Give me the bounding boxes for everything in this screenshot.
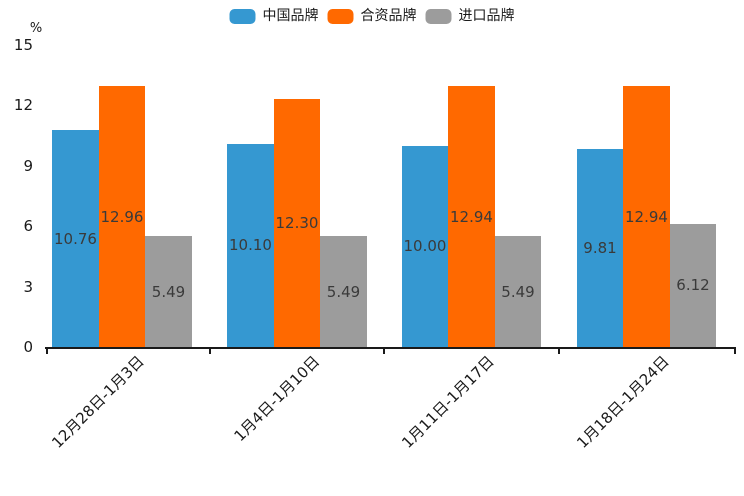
- bar-series2-group1: [98, 86, 146, 347]
- y-axis-tick-label: 6: [23, 217, 33, 236]
- legend-swatch-icon: [425, 9, 452, 24]
- bar-value-label: 10.76: [54, 229, 97, 248]
- x-axis-category-label: 1月18日-1月24日: [573, 352, 673, 452]
- bar-series2-group2: [273, 99, 321, 347]
- bar-series2-group4: [623, 86, 670, 347]
- bar-series2-group3: [448, 86, 495, 347]
- y-axis-tick-label: 15: [13, 36, 33, 54]
- x-axis-line: [45, 347, 736, 349]
- bar-series1-group2: [227, 143, 274, 347]
- legend: 中国品牌 合资品牌 进口品牌: [229, 8, 515, 24]
- bar-value-label: 5.49: [326, 282, 361, 301]
- bar-value-label: 12.94: [625, 207, 668, 226]
- legend-item-2: 合资品牌: [327, 8, 417, 24]
- bar-value-label: 9.81: [583, 239, 617, 258]
- y-axis-tick-label: 9: [23, 156, 33, 175]
- bar-value-label: 5.49: [151, 282, 186, 301]
- bar-series1-group3: [401, 145, 449, 347]
- y-axis-tick-label: 0: [23, 338, 33, 356]
- x-axis-tick: [557, 349, 560, 354]
- legend-item-label: 进口品牌: [458, 8, 515, 24]
- y-axis-tick-label: 12: [13, 96, 33, 115]
- bar-value-label: 10.10: [229, 236, 272, 255]
- bar-value-label: 12.94: [450, 207, 493, 226]
- bar-value-label: 5.49: [501, 282, 535, 301]
- legend-item-label: 中国品牌: [262, 8, 319, 24]
- legend-swatch-icon: [327, 9, 354, 24]
- bar-series1-group1: [52, 130, 99, 347]
- legend-item-3: 进口品牌: [425, 8, 515, 24]
- x-axis-tick: [734, 349, 736, 354]
- bar-value-label: 6.12: [676, 276, 710, 295]
- bar-series3-group4: [669, 223, 717, 347]
- bar-value-label: 12.96: [100, 207, 144, 226]
- bar-series3-group3: [494, 236, 542, 347]
- x-axis-category-label: 12月28日-1月3日: [48, 352, 149, 452]
- x-axis-tick: [208, 349, 211, 354]
- x-axis-tick: [383, 349, 385, 354]
- bar-series1-group4: [576, 149, 624, 347]
- legend-swatch-icon: [229, 9, 256, 24]
- bar-series3-group2: [320, 236, 367, 347]
- y-axis-tick-label: 3: [23, 277, 33, 296]
- legend-item-1: 中国品牌: [229, 8, 319, 24]
- y-axis-unit-label: %: [29, 21, 43, 36]
- bar-series3-group1: [145, 236, 192, 347]
- x-axis-category-label: 1月4日-1月10日: [230, 352, 324, 446]
- x-axis-tick: [46, 349, 48, 354]
- bar-value-label: 10.00: [403, 237, 447, 256]
- bar-value-label: 12.30: [275, 214, 319, 233]
- legend-item-label: 合资品牌: [360, 8, 417, 24]
- x-axis-category-label: 1月11日-1月17日: [398, 352, 498, 452]
